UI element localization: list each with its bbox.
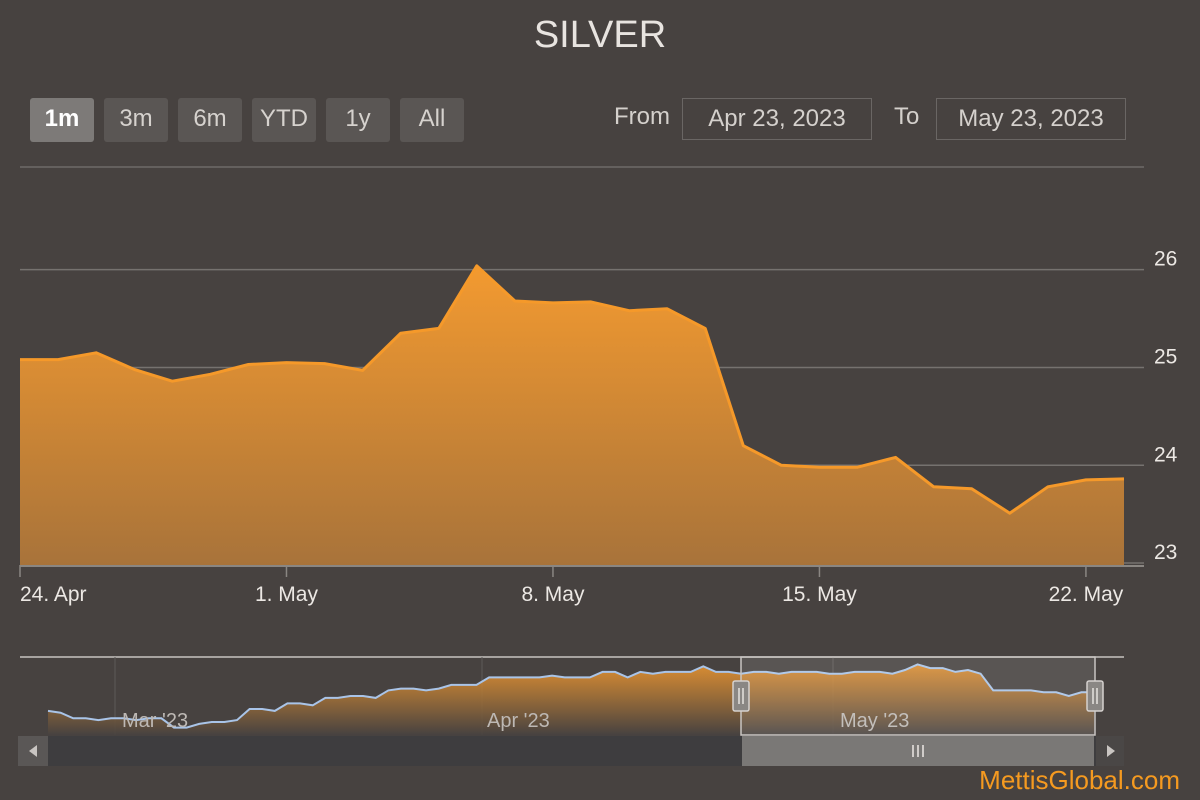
chart-title: SILVER — [533, 14, 667, 56]
navigator-area — [48, 664, 1094, 735]
from-date-input[interactable]: Apr 23, 2023 — [682, 98, 872, 140]
scrollbar-thumb[interactable] — [742, 736, 1094, 766]
x-tick-label: 22. May — [1049, 583, 1124, 606]
series-area — [20, 265, 1124, 565]
scrollbar-right-arrow[interactable] — [1096, 736, 1124, 766]
navigator-handle-left[interactable] — [732, 680, 750, 712]
navigator-x-label: Mar '23 — [122, 710, 188, 732]
range-button-1y[interactable]: 1y — [326, 98, 390, 142]
x-tick-label: 8. May — [521, 583, 585, 606]
navigator-selection[interactable] — [740, 656, 1096, 736]
x-tick-label: 15. May — [782, 583, 857, 606]
range-button-3m[interactable]: 3m — [104, 98, 168, 142]
to-label: To — [894, 103, 920, 130]
range-button-6m[interactable]: 6m — [178, 98, 242, 142]
range-button-all[interactable]: All — [400, 98, 464, 142]
to-date-input[interactable]: May 23, 2023 — [936, 98, 1126, 140]
series-line — [20, 264, 1125, 515]
navigator-line — [47, 663, 1094, 729]
navigator-handle-right[interactable] — [1086, 680, 1104, 712]
y-tick-label: 25 — [1154, 345, 1177, 368]
range-button-1m[interactable]: 1m — [30, 98, 94, 142]
y-tick-label: 23 — [1154, 541, 1177, 564]
x-tick-label: 24. Apr — [20, 583, 87, 606]
from-label: From — [614, 103, 670, 130]
range-button-ytd[interactable]: YTD — [252, 98, 316, 142]
scrollbar-left-arrow[interactable] — [18, 736, 48, 766]
y-tick-label: 26 — [1154, 248, 1177, 271]
y-tick-label: 24 — [1154, 443, 1178, 466]
x-tick-label: 1. May — [255, 583, 319, 606]
brand-watermark: MettisGlobal.com — [979, 765, 1180, 795]
navigator-x-label: Apr '23 — [487, 710, 550, 732]
navigator-x-label: May '23 — [840, 710, 909, 732]
